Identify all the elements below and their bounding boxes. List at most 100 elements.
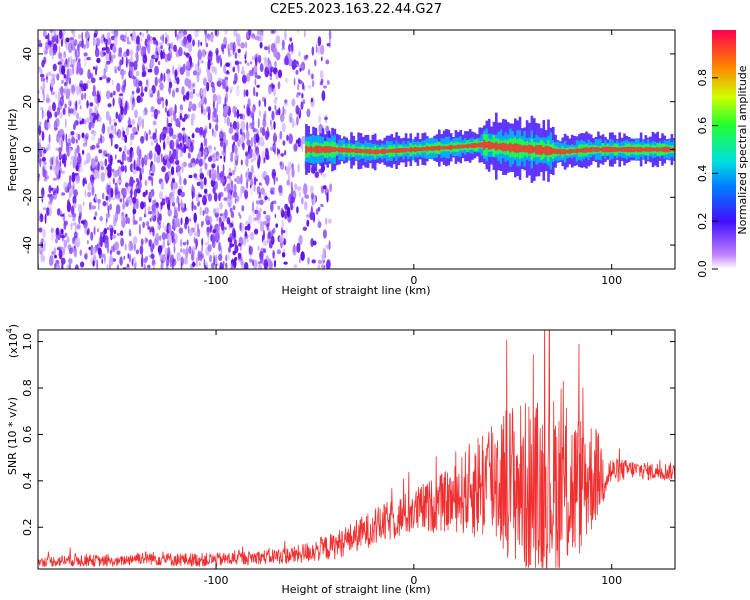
noise-speckle xyxy=(138,80,143,87)
noise-speckle xyxy=(71,182,76,190)
noise-speckle xyxy=(313,194,316,205)
noise-speckle xyxy=(100,166,104,171)
noise-speckle xyxy=(148,169,151,176)
noise-speckle xyxy=(220,177,225,184)
signal-band-cell xyxy=(580,148,583,153)
noise-speckle xyxy=(74,224,77,232)
noise-speckle xyxy=(291,163,294,170)
noise-speckle xyxy=(106,227,110,231)
noise-speckle xyxy=(130,33,132,37)
noise-speckle xyxy=(68,258,73,265)
noise-speckle xyxy=(208,156,212,162)
signal-band-cell xyxy=(509,142,512,153)
noise-speckle xyxy=(68,77,72,85)
noise-speckle xyxy=(260,182,263,187)
noise-speckle xyxy=(208,144,212,154)
noise-speckle xyxy=(81,38,84,49)
noise-speckle xyxy=(217,224,220,232)
noise-speckle xyxy=(144,66,148,71)
signal-band-cell xyxy=(623,147,626,153)
colorbar-tick-label: 0.8 xyxy=(696,69,709,87)
noise-speckle xyxy=(293,264,298,268)
noise-speckle xyxy=(283,100,288,107)
noise-speckle xyxy=(215,47,219,56)
noise-speckle xyxy=(147,40,153,45)
noise-speckle xyxy=(184,77,190,87)
noise-speckle xyxy=(84,30,90,40)
noise-speckle xyxy=(282,249,286,253)
noise-speckle xyxy=(254,209,259,215)
noise-speckle xyxy=(191,113,196,121)
noise-speckle xyxy=(161,232,167,241)
signal-band-cell xyxy=(345,147,348,153)
noise-speckle xyxy=(92,66,96,70)
noise-speckle xyxy=(296,242,301,253)
noise-speckle xyxy=(116,131,119,136)
noise-speckle xyxy=(72,216,76,222)
signal-band-cell xyxy=(478,142,481,148)
signal-band-cell xyxy=(639,146,643,153)
noise-speckle xyxy=(49,193,54,202)
noise-speckle xyxy=(63,51,66,56)
noise-speckle xyxy=(226,253,231,261)
noise-speckle xyxy=(112,177,115,184)
noise-speckle xyxy=(160,97,164,101)
noise-speckle xyxy=(216,262,219,267)
noise-speckle xyxy=(224,116,227,124)
noise-speckle xyxy=(207,244,212,252)
noise-speckle xyxy=(278,107,281,116)
noise-speckle xyxy=(262,128,266,137)
noise-speckle xyxy=(144,179,148,186)
noise-speckle xyxy=(202,196,206,201)
noise-speckle xyxy=(325,217,328,225)
noise-speckle xyxy=(81,32,83,41)
noise-speckle xyxy=(255,128,259,135)
noise-speckle xyxy=(259,42,263,49)
noise-speckle xyxy=(148,192,153,199)
noise-speckle xyxy=(156,156,161,164)
noise-speckle xyxy=(185,248,188,259)
signal-band-cell xyxy=(554,148,557,154)
noise-speckle xyxy=(217,164,219,175)
noise-speckle xyxy=(188,174,193,179)
noise-speckle xyxy=(163,141,166,150)
noise-speckle xyxy=(128,228,132,237)
noise-speckle xyxy=(61,249,66,256)
noise-speckle xyxy=(157,61,161,66)
noise-speckle xyxy=(232,106,235,114)
noise-speckle xyxy=(207,112,211,121)
signal-band-cell xyxy=(426,146,429,152)
noise-speckle xyxy=(277,205,281,211)
noise-speckle xyxy=(73,202,77,209)
signal-band-cell xyxy=(658,147,662,152)
noise-speckle xyxy=(254,71,258,79)
signal-band-cell xyxy=(644,147,648,152)
noise-speckle xyxy=(151,204,156,212)
noise-speckle xyxy=(227,43,229,53)
noise-speckle xyxy=(255,133,260,144)
signal-band-cell xyxy=(371,150,375,154)
snr-y-multiplier-prefix: (x10 xyxy=(7,333,20,358)
noise-speckle xyxy=(85,252,88,261)
noise-speckle xyxy=(163,49,165,54)
noise-speckle xyxy=(131,119,136,125)
noise-speckle xyxy=(254,56,258,67)
noise-speckle xyxy=(296,186,302,192)
noise-speckle xyxy=(60,86,64,96)
noise-speckle xyxy=(84,189,87,198)
noise-speckle xyxy=(110,124,114,131)
signal-band-cell xyxy=(618,147,621,152)
snr-y-tick-label: 0.4 xyxy=(21,472,34,490)
noise-speckle xyxy=(154,241,159,246)
noise-speckle xyxy=(90,174,94,184)
noise-speckle xyxy=(65,58,68,65)
noise-speckle xyxy=(107,170,112,178)
noise-speckle xyxy=(49,193,54,202)
noise-speckle xyxy=(215,123,219,132)
noise-speckle xyxy=(50,31,53,40)
noise-speckle xyxy=(234,244,239,254)
noise-speckle xyxy=(166,256,170,267)
noise-speckle xyxy=(232,191,238,198)
noise-speckle xyxy=(50,31,53,40)
noise-speckle xyxy=(244,41,248,49)
